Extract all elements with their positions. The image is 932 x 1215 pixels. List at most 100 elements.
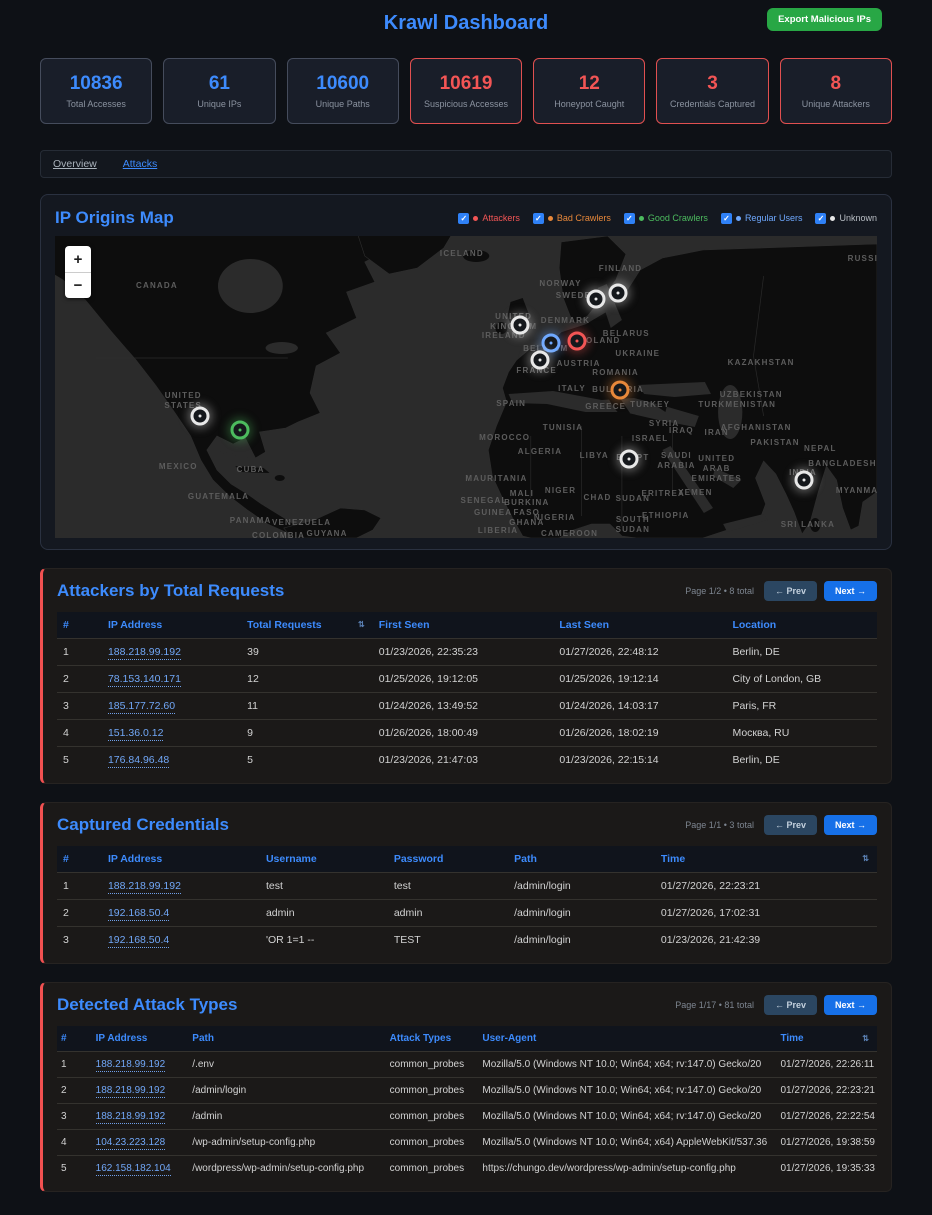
- marker-center-dot: [518, 323, 522, 327]
- legend-item-regular: ✓ Regular Users: [720, 212, 802, 224]
- legend-label: Bad Crawlers: [556, 213, 611, 223]
- stat-card: 10619 Suspicious Accesses: [409, 58, 523, 124]
- ip-address-link[interactable]: 192.168.50.4: [107, 934, 170, 948]
- attack-types-table: # IP Address Path Attack Types User-Agent Tim…: [57, 1026, 877, 1181]
- ip-address-link[interactable]: 185.177.72.60: [107, 700, 176, 714]
- stat-value: 12: [578, 72, 600, 94]
- legend-label: Unknown: [839, 213, 877, 223]
- tab-attacks[interactable]: Attacks: [122, 158, 158, 170]
- ip-address-link[interactable]: 78.153.140.171: [107, 673, 181, 687]
- marker-center-dot: [198, 414, 202, 418]
- cell: common_probes: [385, 1051, 479, 1078]
- page-title: Krawl Dashboard: [383, 11, 549, 34]
- cell: Mozilla/5.0 (Windows NT 10.0; Win64; x64…: [478, 1077, 777, 1104]
- sort-icon[interactable]: ⇅: [358, 620, 365, 629]
- cell: 01/23/2026, 21:47:03: [372, 746, 554, 773]
- stat-value: 10836: [69, 72, 123, 94]
- map-marker-attacker[interactable]: [567, 331, 587, 351]
- map-marker-unknown[interactable]: [510, 315, 530, 335]
- ip-address-cell: 188.218.99.192: [101, 638, 242, 666]
- checkbox-checked-icon[interactable]: ✓: [532, 212, 544, 224]
- column-header-time[interactable]: Time ⇅: [660, 853, 869, 865]
- cell: 01/24/2026, 14:03:17: [553, 692, 727, 720]
- export-malicious-ips-button[interactable]: Export Malicious IPs: [767, 8, 882, 31]
- map-marker-bad[interactable]: [610, 380, 630, 400]
- column-header-ip-address: IP Address: [107, 853, 163, 865]
- ip-address-cell: 151.36.0.12: [101, 719, 242, 747]
- cell: 5: [57, 1155, 92, 1181]
- cell: admin: [387, 899, 509, 927]
- zoom-out-button[interactable]: −: [65, 272, 91, 298]
- ip-address-link[interactable]: 188.218.99.192: [107, 646, 181, 660]
- prev-page-button[interactable]: ← Prev: [763, 995, 817, 1015]
- credentials-panel-header: Captured Credentials Page 1/1 • 3 total …: [57, 815, 877, 835]
- next-page-button[interactable]: Next →: [823, 581, 877, 601]
- ip-address-cell: 188.218.99.192: [91, 1077, 189, 1104]
- legend-item-good: ✓ Good Crawlers: [623, 212, 708, 224]
- prev-page-button[interactable]: ← Prev: [763, 815, 817, 835]
- cell: 01/27/2026, 17:02:31: [654, 899, 877, 927]
- map-marker-unknown[interactable]: [619, 449, 639, 469]
- map-marker-unknown[interactable]: [530, 350, 550, 370]
- cell: /admin/login: [188, 1077, 386, 1104]
- map-marker-good[interactable]: [230, 420, 250, 440]
- ip-address-link[interactable]: 188.218.99.192: [107, 880, 181, 894]
- stat-label: Unique Paths: [315, 98, 370, 109]
- checkbox-checked-icon[interactable]: ✓: [720, 212, 732, 224]
- cell: TEST: [387, 926, 509, 953]
- ip-address-link[interactable]: 188.218.99.192: [95, 1059, 166, 1072]
- map-panel-header: IP Origins Map ✓ Attackers ✓ Bad Crawlers ✓ G…: [55, 208, 877, 228]
- cell: 01/26/2026, 18:00:49: [372, 719, 554, 747]
- ip-address-link[interactable]: 104.23.223.128: [95, 1137, 166, 1150]
- stat-value: 8: [830, 72, 842, 94]
- ip-address-cell: 192.168.50.4: [101, 899, 260, 927]
- map-marker-unknown[interactable]: [586, 289, 606, 309]
- sort-icon[interactable]: ⇅: [862, 854, 869, 863]
- map-marker-unknown[interactable]: [794, 470, 814, 490]
- column-header-first-seen: First Seen: [378, 619, 430, 631]
- ip-address-link[interactable]: 151.36.0.12: [107, 727, 164, 741]
- cell: common_probes: [385, 1077, 479, 1104]
- landmass-greenland: [357, 236, 452, 275]
- cell: /wp-admin/setup-config.php: [188, 1129, 386, 1156]
- checkbox-checked-icon[interactable]: ✓: [623, 212, 635, 224]
- ip-address-cell: 78.153.140.171: [101, 665, 242, 693]
- column-header-total-requests[interactable]: Total Requests ⇅: [247, 619, 365, 631]
- zoom-in-button[interactable]: +: [65, 246, 91, 272]
- next-page-button[interactable]: Next →: [823, 815, 877, 835]
- ip-address-link[interactable]: 176.84.96.48: [107, 754, 170, 768]
- map-marker-regular[interactable]: [541, 333, 561, 353]
- world-map[interactable]: + − CANADAICELANDRUSSIANORWAYFINLANDSWED…: [55, 236, 877, 538]
- stat-value: 10600: [316, 72, 370, 94]
- column-header--: #: [63, 619, 69, 631]
- table-row: 2 78.153.140.171 12 01/25/2026, 19:12:05 01/…: [57, 665, 877, 693]
- prev-page-button[interactable]: ← Prev: [763, 581, 817, 601]
- ip-address-cell: 188.218.99.192: [91, 1051, 189, 1078]
- cell: common_probes: [385, 1155, 479, 1181]
- stat-value: 10619: [439, 72, 493, 94]
- checkbox-checked-icon[interactable]: ✓: [815, 212, 827, 224]
- tab-overview[interactable]: Overview: [53, 158, 97, 170]
- ip-address-link[interactable]: 162.158.182.104: [95, 1163, 171, 1176]
- column-header-attack-types: Attack Types: [389, 1033, 452, 1044]
- ip-address-link[interactable]: 188.218.99.192: [95, 1085, 166, 1098]
- legend-dot-icon: [830, 215, 836, 221]
- stat-label: Credentials Captured: [670, 98, 756, 109]
- pagination-info: Page 1/17 • 81 total: [675, 1000, 754, 1010]
- next-page-button[interactable]: Next →: [823, 995, 877, 1015]
- sort-icon[interactable]: ⇅: [862, 1034, 869, 1043]
- checkbox-checked-icon[interactable]: ✓: [458, 212, 470, 224]
- cell: 01/27/2026, 19:38:59: [776, 1129, 877, 1156]
- stats-row: 10836 Total Accesses 61 Unique IPs 10600 Uniq…: [40, 58, 892, 124]
- cell: 3: [57, 692, 102, 720]
- map-marker-unknown[interactable]: [190, 406, 210, 426]
- table-row: 1 188.218.99.192 test test/admin/login 01/27…: [57, 872, 877, 900]
- cell: 12: [241, 665, 373, 693]
- ip-address-link[interactable]: 188.218.99.192: [95, 1111, 166, 1124]
- table-row: 4 104.23.223.128/wp-admin/setup-config.ph…: [57, 1129, 877, 1156]
- column-header-time[interactable]: Time ⇅: [780, 1033, 869, 1044]
- ip-address-link[interactable]: 192.168.50.4: [107, 907, 170, 921]
- cell: 01/24/2026, 13:49:52: [372, 692, 554, 720]
- map-marker-unknown[interactable]: [608, 283, 628, 303]
